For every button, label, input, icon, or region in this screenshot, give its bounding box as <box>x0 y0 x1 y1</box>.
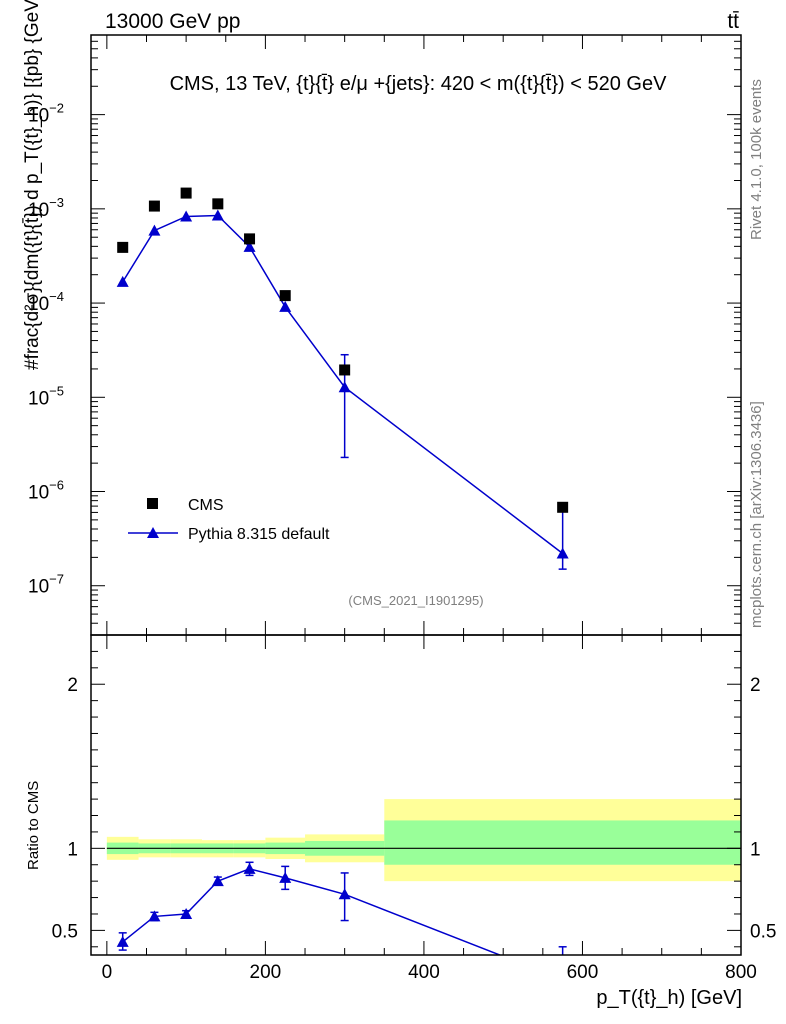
x-axis-label: p_T({t}_h) [GeV] <box>596 987 742 1009</box>
main-title: CMS, 13 TeV, {t}{t̄} e/μ +{jets}: 420 < … <box>170 73 668 95</box>
ratio-band-green <box>384 820 741 865</box>
pythia-point <box>279 300 292 312</box>
ratio-y-tick-label-left: 0.5 <box>52 921 78 942</box>
pythia-point <box>116 275 129 287</box>
ratio-point <box>116 935 129 947</box>
main-y-tick-label: 10−4 <box>28 289 64 315</box>
ratio-point <box>243 862 256 874</box>
process-label: tt̄ <box>727 10 739 33</box>
cms-point <box>244 233 256 245</box>
cms-point <box>117 241 129 253</box>
energy-label: 13000 GeV pp <box>105 10 240 33</box>
ratio-x-tick-label: 0 <box>102 962 113 983</box>
main-y-tick-label: 10−3 <box>28 195 64 221</box>
ratio-y-tick-label-left: 2 <box>67 675 78 696</box>
rivet-label: Rivet 4.1.0, 100k events <box>748 79 765 240</box>
ratio-x-tick-label: 400 <box>408 962 440 983</box>
ratio-point <box>338 888 351 900</box>
pythia-point <box>338 381 351 393</box>
ratio-frame <box>90 634 742 956</box>
ratio-point <box>279 871 292 883</box>
ratio-y-tick-label-left: 1 <box>67 839 78 860</box>
cms-point <box>148 200 160 212</box>
legend-pythia-marker <box>147 527 159 538</box>
cms-point <box>279 290 291 302</box>
main-y-tick-label: 10−2 <box>28 101 64 127</box>
legend-cms-label: CMS <box>188 497 224 514</box>
ratio-x-tick-label: 600 <box>567 962 599 983</box>
legend-cms-marker <box>147 498 158 509</box>
y-axis-label: #frac{d²σ}{dm({t}{t̄}) d p_T({t}_h)} [{p… <box>22 0 43 370</box>
ratio-point <box>148 910 161 922</box>
pythia-point <box>243 240 256 252</box>
cms-point <box>339 364 351 376</box>
main-y-tick-label: 10−5 <box>28 383 64 409</box>
ratio-y-tick-label-right: 2 <box>750 675 761 696</box>
main-frame <box>90 34 742 636</box>
ratio-x-tick-label: 200 <box>250 962 282 983</box>
legend-pythia-label: Pythia 8.315 default <box>188 526 330 543</box>
pythia-line <box>122 214 564 555</box>
cms-point <box>212 198 224 210</box>
ratio-y-label: Ratio to CMS <box>25 781 42 870</box>
pythia-point <box>148 224 161 236</box>
pythia-point <box>180 210 193 222</box>
ratio-line <box>122 868 502 955</box>
ratio-point <box>180 907 193 919</box>
ratio-y-tick-label-right: 1 <box>750 839 761 860</box>
ratio-x-tick-label: 800 <box>725 962 757 983</box>
analysis-id: (CMS_2021_I1901295) <box>348 593 483 608</box>
pythia-point <box>556 547 569 559</box>
pythia-point <box>211 209 224 221</box>
mcplots-label: mcplots.cern.ch [arXiv:1306.3436] <box>748 401 765 628</box>
ratio-point <box>211 875 224 887</box>
ratio-y-tick-label-right: 0.5 <box>750 921 776 942</box>
main-y-tick-label: 10−6 <box>28 478 64 504</box>
cms-point <box>180 187 192 199</box>
legend: CMS Pythia 8.315 default <box>128 497 330 543</box>
cms-point <box>557 501 569 513</box>
main-y-tick-label: 10−7 <box>28 572 64 598</box>
